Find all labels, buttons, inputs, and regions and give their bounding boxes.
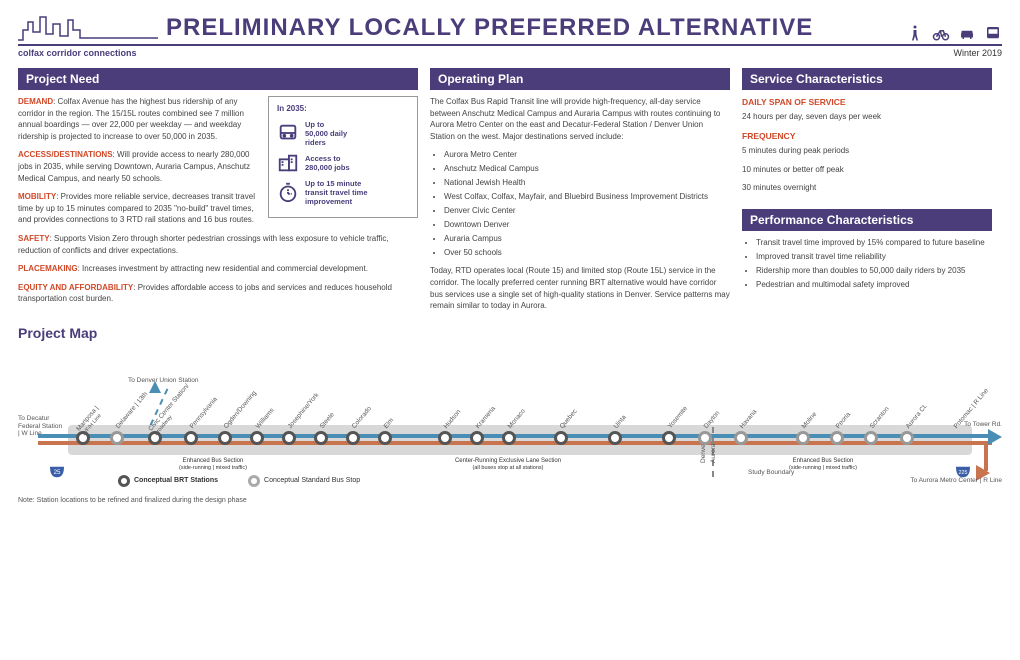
station-marker bbox=[734, 431, 748, 445]
op-outro: Today, RTD operates local (Route 15) and… bbox=[430, 265, 730, 311]
station-marker bbox=[698, 431, 712, 445]
perf-bullets: Transit travel time improved by 15% comp… bbox=[742, 237, 992, 291]
need-item: SAFETY: Supports Vision Zero through sho… bbox=[18, 233, 418, 256]
op-bullets: Aurora Metro Center Anschutz Medical Camp… bbox=[430, 149, 730, 259]
jobs-icon bbox=[277, 152, 299, 174]
section-label: Enhanced Bus Section(side-running | mixe… bbox=[138, 458, 288, 472]
perf-bullet: Pedestrian and multimodal safety improve… bbox=[756, 279, 992, 291]
station-marker bbox=[282, 431, 296, 445]
station-marker bbox=[554, 431, 568, 445]
span-text: 24 hours per day, seven days per week bbox=[742, 111, 992, 123]
svg-text:225: 225 bbox=[959, 470, 968, 476]
subheader: colfax corridor connections Winter 2019 bbox=[18, 48, 1002, 58]
operating-plan-heading: Operating Plan bbox=[430, 68, 730, 90]
right-column: Service Characteristics DAILY SPAN OF SE… bbox=[742, 68, 992, 319]
bus-icon bbox=[277, 122, 299, 144]
op-bullet: Aurora Metro Center bbox=[444, 149, 730, 161]
station-marker bbox=[346, 431, 360, 445]
op-bullet: National Jewish Health bbox=[444, 177, 730, 189]
bus-icon bbox=[984, 24, 1002, 42]
hwy-25-icon: 25 bbox=[48, 465, 66, 479]
header-mode-icons bbox=[906, 24, 1002, 42]
station-marker bbox=[608, 431, 622, 445]
map-heading: Project Map bbox=[18, 325, 1002, 341]
station-marker bbox=[378, 431, 392, 445]
station-marker bbox=[502, 431, 516, 445]
op-bullet: Denver Civic Center bbox=[444, 205, 730, 217]
span-heading: DAILY SPAN OF SERVICE bbox=[742, 96, 992, 108]
station-label: Ogden/Downing bbox=[223, 390, 258, 430]
issue-date: Winter 2019 bbox=[953, 48, 1002, 58]
east-label: To Tower Rd. bbox=[964, 421, 1002, 429]
union-label: To Denver Union Station bbox=[128, 377, 198, 384]
station-marker bbox=[438, 431, 452, 445]
op-bullet: West Colfax, Colfax, Mayfair, and Bluebi… bbox=[444, 191, 730, 203]
callout-title: In 2035: bbox=[277, 103, 409, 115]
station-marker bbox=[864, 431, 878, 445]
page-title: PRELIMINARY LOCALLY PREFERRED ALTERNATIV… bbox=[166, 14, 906, 42]
need-item: EQUITY AND AFFORDABILITY: Provides affor… bbox=[18, 282, 418, 305]
callout-box: In 2035: Up to50,000 dailyriders Access … bbox=[268, 96, 418, 218]
station-marker bbox=[250, 431, 264, 445]
map-note: Note: Station locations to be refined an… bbox=[18, 497, 1002, 504]
station-marker bbox=[110, 431, 124, 445]
hwy-225-icon: 225 bbox=[954, 465, 972, 479]
perf-bullet: Transit travel time improved by 15% comp… bbox=[756, 237, 992, 249]
header: PRELIMINARY LOCALLY PREFERRED ALTERNATIV… bbox=[18, 12, 1002, 46]
project-need-column: Project Need In 2035: Up to50,000 dailyr… bbox=[18, 68, 418, 319]
map-legend: Conceptual BRT Stations Conceptual Stand… bbox=[118, 475, 360, 487]
perf-bullet: Ridership more than doubles to 50,000 da… bbox=[756, 265, 992, 277]
op-bullet: Auraria Campus bbox=[444, 233, 730, 245]
op-bullet: Anschutz Medical Campus bbox=[444, 163, 730, 175]
freq-heading: FREQUENCY bbox=[742, 130, 992, 142]
station-marker bbox=[314, 431, 328, 445]
station-label: Josephine/York bbox=[287, 391, 321, 429]
operating-plan-column: Operating Plan The Colfax Bus Rapid Tran… bbox=[430, 68, 730, 319]
station-marker bbox=[662, 431, 676, 445]
section-label: Enhanced Bus Section(side-running | mixe… bbox=[738, 458, 908, 472]
project-need-heading: Project Need bbox=[18, 68, 418, 90]
section-label: Center-Running Exclusive Lane Section(al… bbox=[368, 458, 648, 472]
station-marker bbox=[184, 431, 198, 445]
op-intro: The Colfax Bus Rapid Transit line will p… bbox=[430, 96, 730, 142]
station-marker bbox=[796, 431, 810, 445]
corridor-name: colfax corridor connections bbox=[18, 48, 137, 58]
station-label: Delaware | 13th bbox=[115, 390, 150, 429]
arrow-east-blue bbox=[988, 429, 1002, 445]
walk-icon bbox=[906, 24, 924, 42]
performance-heading: Performance Characteristics bbox=[742, 209, 992, 231]
need-item: PLACEMAKING: Increases investment by att… bbox=[18, 263, 418, 275]
bike-icon bbox=[932, 24, 950, 42]
skyline-graphic bbox=[18, 12, 158, 42]
service-heading: Service Characteristics bbox=[742, 68, 992, 90]
op-bullet: Downtown Denver bbox=[444, 219, 730, 231]
op-bullet: Over 50 schools bbox=[444, 247, 730, 259]
station-marker bbox=[470, 431, 484, 445]
station-marker bbox=[900, 431, 914, 445]
clock-icon bbox=[277, 181, 299, 203]
car-icon bbox=[958, 24, 976, 42]
station-marker bbox=[218, 431, 232, 445]
perf-bullet: Improved transit travel time reliability bbox=[756, 251, 992, 263]
svg-text:25: 25 bbox=[54, 469, 61, 476]
station-marker bbox=[830, 431, 844, 445]
project-map: To Decatur Federal Station | W Line To D… bbox=[18, 345, 1002, 495]
